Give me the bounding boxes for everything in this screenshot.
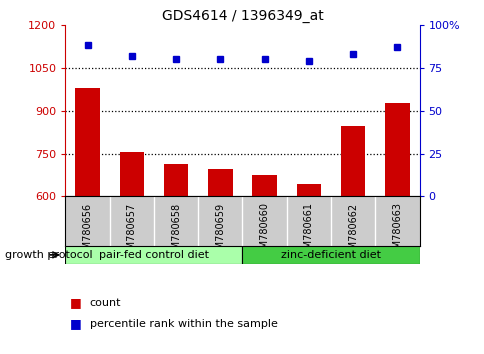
Text: GSM780659: GSM780659 (215, 202, 225, 262)
Text: GSM780657: GSM780657 (127, 202, 136, 262)
Text: count: count (90, 298, 121, 308)
Text: zinc-deficient diet: zinc-deficient diet (280, 250, 380, 260)
Text: GSM780662: GSM780662 (348, 202, 357, 262)
Text: ■: ■ (70, 296, 82, 309)
Text: ■: ■ (70, 318, 82, 330)
Text: GSM780656: GSM780656 (82, 202, 92, 262)
Text: GDS4614 / 1396349_at: GDS4614 / 1396349_at (161, 9, 323, 23)
Text: GSM780658: GSM780658 (171, 202, 181, 262)
Text: percentile rank within the sample: percentile rank within the sample (90, 319, 277, 329)
Text: GSM780661: GSM780661 (303, 202, 313, 261)
Bar (252, 175, 276, 196)
Bar (340, 126, 364, 196)
Bar (76, 88, 100, 196)
Bar (164, 164, 188, 196)
Bar (296, 184, 320, 196)
Bar (384, 103, 408, 196)
Bar (120, 152, 144, 196)
Bar (65, 246, 242, 264)
Text: GSM780660: GSM780660 (259, 202, 269, 261)
Text: pair-fed control diet: pair-fed control diet (99, 250, 209, 260)
Text: GSM780663: GSM780663 (392, 202, 402, 261)
Bar (208, 169, 232, 196)
Text: growth protocol: growth protocol (5, 250, 92, 260)
Bar (242, 246, 419, 264)
